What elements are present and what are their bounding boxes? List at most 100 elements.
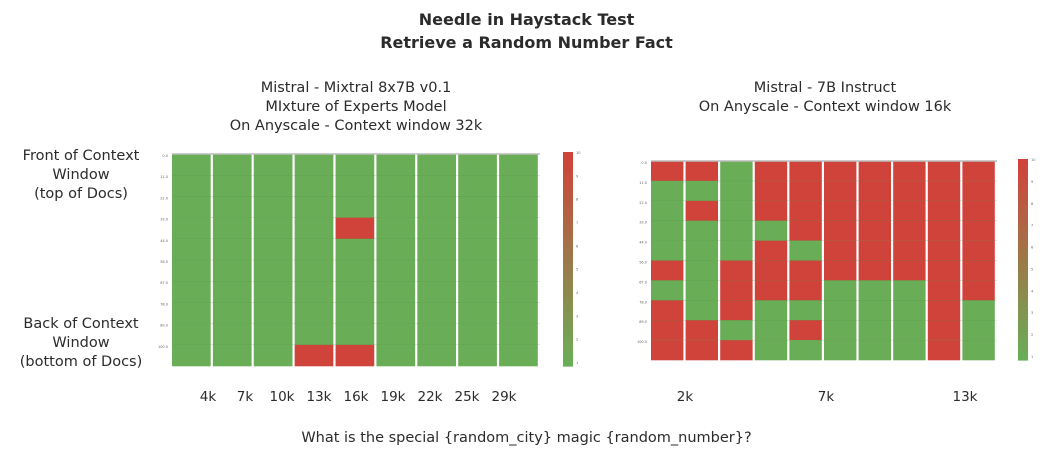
heatmap-cell	[824, 240, 857, 261]
y-tick-label: 33.0	[639, 221, 647, 225]
heatmap-cell	[824, 180, 857, 202]
heatmap-cell	[893, 320, 926, 341]
heatmap-cell	[417, 175, 457, 197]
colorbar-segment	[563, 201, 573, 210]
x-tick-label: 13k	[306, 389, 332, 405]
heatmap-cell	[253, 302, 293, 324]
left-subtitle-line: On Anyscale - Context window 32k	[229, 118, 483, 134]
colorbar-segment	[1018, 319, 1028, 328]
colorbar-tick-label: 8	[1031, 202, 1033, 206]
colorbar-segment	[1018, 339, 1028, 348]
y-tick-label: 56.0	[160, 260, 168, 264]
heatmap-cell	[789, 240, 822, 261]
x-tick-label: 19k	[380, 389, 406, 405]
colorbar-segment	[1018, 252, 1028, 261]
colorbar-segment	[1018, 192, 1028, 200]
heatmap-cell	[858, 240, 891, 261]
y-tick-label: 56.0	[639, 261, 647, 265]
colorbar-segment	[563, 351, 573, 360]
heatmap-cell	[376, 344, 416, 367]
heatmap-cell	[824, 320, 857, 341]
colorbar-tick-label: 6	[576, 244, 578, 248]
back-label-line: Back of Context	[23, 316, 139, 332]
y-tick-label: 89.0	[639, 320, 647, 324]
heatmap-cell	[720, 260, 753, 281]
heatmap-cell	[172, 260, 211, 282]
colorbar-segment	[1018, 259, 1028, 267]
x-tick-label: 7k	[817, 389, 835, 405]
heatmap-cell	[499, 260, 538, 282]
right-subtitle-line: On Anyscale - Context window 16k	[698, 99, 952, 115]
x-tick-label: 22k	[417, 389, 443, 405]
colorbar-segment	[563, 209, 573, 217]
heatmap-cell	[335, 238, 375, 261]
colorbar-segment	[1018, 165, 1028, 173]
heatmap-cell	[335, 260, 375, 282]
colorbar-segment	[1018, 239, 1028, 247]
heatmap-cell	[962, 180, 995, 202]
heatmap-cell	[376, 281, 416, 303]
heatmap-cell	[376, 154, 416, 176]
heatmap-cell	[720, 200, 753, 221]
colorbar-segment	[563, 273, 573, 281]
heatmap-cell	[253, 154, 293, 176]
colorbar-tick-label: 3	[576, 314, 578, 318]
colorbar-segment	[1018, 232, 1028, 240]
heatmap-cell	[651, 260, 684, 281]
heatmap-cell	[824, 300, 857, 321]
heatmap-cell	[651, 300, 684, 321]
heatmap-cell	[685, 340, 718, 361]
colorbar-segment	[1018, 172, 1028, 180]
heatmap-cell	[458, 260, 497, 282]
heatmap-cell	[651, 280, 684, 301]
heatmap-cell	[253, 260, 293, 282]
x-tick-label: 4k	[199, 389, 217, 405]
y-tick-label: 44.0	[639, 241, 647, 245]
heatmap-cell	[458, 196, 497, 218]
heatmap-cell	[294, 154, 334, 176]
heatmap-cell	[499, 281, 538, 303]
heatmap-cell	[858, 260, 891, 281]
heatmap-cell	[893, 260, 926, 281]
right-chart-subtitle: Mistral - 7B Instruct On Anyscale - Cont…	[675, 79, 975, 117]
colorbar-segment	[563, 330, 573, 339]
heatmap-cell	[212, 238, 252, 261]
heatmap-cell	[253, 281, 293, 303]
heatmap-cell	[893, 220, 926, 241]
colorbar-segment	[1018, 306, 1028, 314]
y-tick-label: 22.0	[160, 196, 168, 200]
colorbar-tick-label: 1	[1031, 355, 1033, 359]
heatmap-cell	[651, 340, 684, 361]
colorbar-tick-label: 9	[1031, 180, 1033, 184]
heatmap-cell	[499, 217, 538, 240]
heatmap-cell	[754, 180, 788, 202]
colorbar-tick-label: 4	[576, 291, 579, 295]
heatmap-cell	[651, 180, 684, 202]
heatmap-cell	[685, 180, 718, 202]
heatmap-cell	[893, 200, 926, 221]
heatmap-cell	[417, 154, 457, 176]
colorbar-segment	[563, 230, 573, 239]
heatmap-cell	[893, 161, 926, 182]
heatmap-cell	[962, 240, 995, 261]
heatmap-cell	[962, 200, 995, 221]
heatmap-cell	[858, 220, 891, 241]
heatmap-cell	[253, 175, 293, 197]
heatmap-cell	[335, 154, 375, 176]
heatmap-cell	[499, 175, 538, 197]
colorbar-segment	[563, 287, 573, 296]
heatmap-cell	[499, 344, 538, 367]
heatmap-cell	[927, 240, 961, 261]
colorbar-segment	[563, 280, 573, 289]
heatmap-cell	[754, 200, 788, 221]
heatmap-cell	[458, 323, 497, 346]
colorbar-segment	[1018, 266, 1028, 274]
colorbar-segment	[563, 323, 573, 331]
heatmap-cell	[458, 175, 497, 197]
y-tick-label: 0.0	[641, 161, 647, 165]
heatmap-cell	[651, 220, 684, 241]
colorbar-tick-label: 5	[1031, 267, 1033, 271]
heatmap-cell	[417, 302, 457, 324]
heatmap-cell	[720, 180, 753, 202]
colorbar-tick-label: 2	[1031, 333, 1033, 337]
